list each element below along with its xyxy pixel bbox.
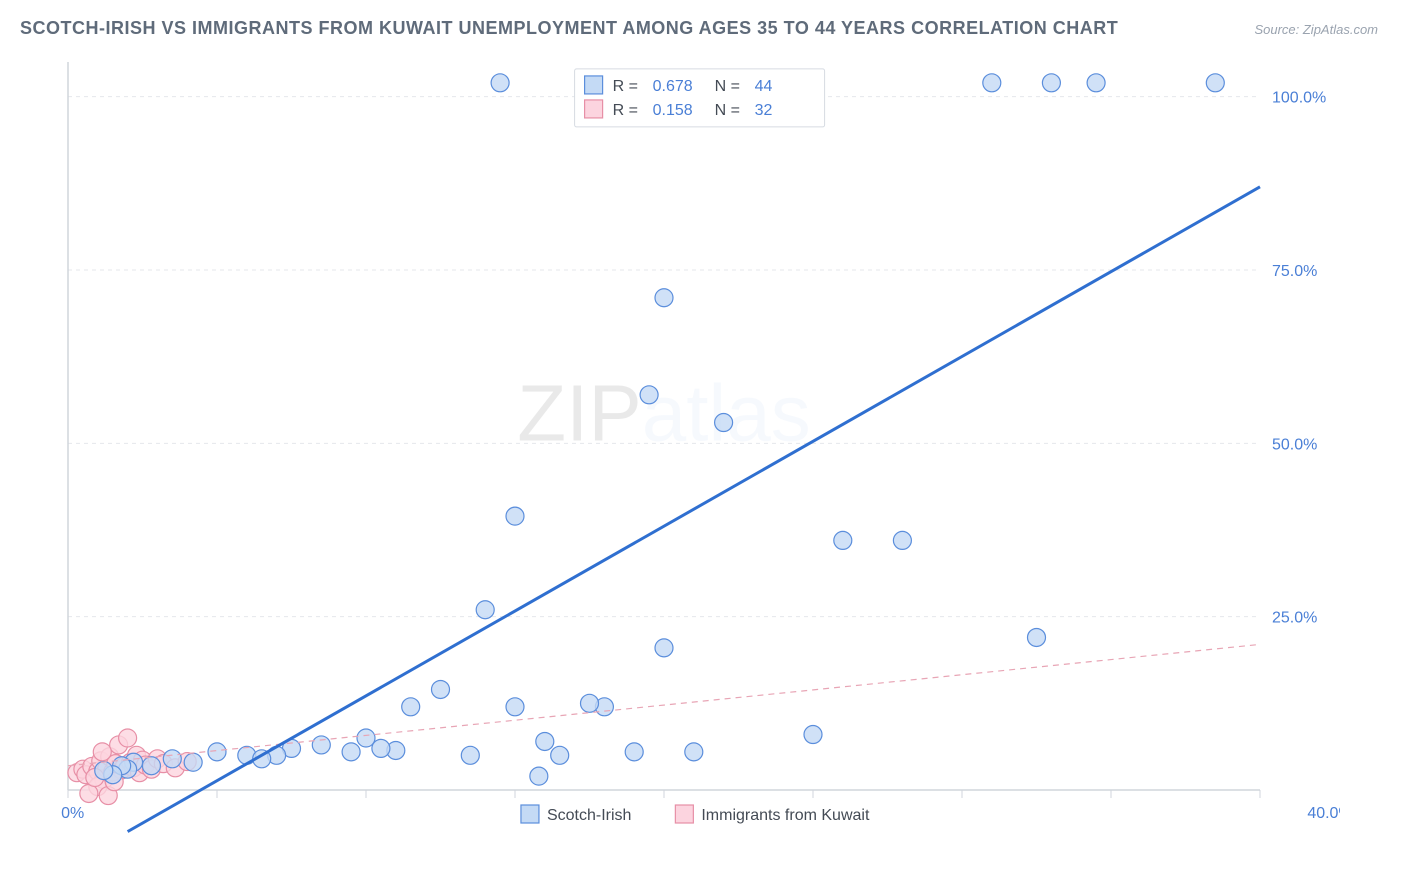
source-attribution: Source: ZipAtlas.com: [1254, 22, 1378, 37]
chart-container: SCOTCH-IRISH VS IMMIGRANTS FROM KUWAIT U…: [0, 0, 1406, 892]
legend-series-label: Scotch-Irish: [547, 807, 631, 824]
legend-series-label: Immigrants from Kuwait: [701, 807, 870, 824]
data-point: [983, 74, 1001, 92]
data-point: [402, 698, 420, 716]
y-tick-label: 100.0%: [1272, 90, 1326, 107]
data-point: [1087, 74, 1105, 92]
legend-n-label: N =: [715, 78, 740, 95]
data-point: [312, 736, 330, 754]
data-point: [491, 74, 509, 92]
x-tick-label: 0.0%: [60, 805, 84, 822]
legend-n-value: 32: [755, 102, 773, 119]
watermark: ZIPatlas: [517, 369, 810, 458]
data-point: [95, 762, 113, 780]
data-point: [506, 507, 524, 525]
data-point: [476, 601, 494, 619]
data-point: [432, 680, 450, 698]
data-point: [551, 746, 569, 764]
data-point: [536, 732, 554, 750]
legend-r-value: 0.678: [653, 78, 693, 95]
data-point: [1206, 74, 1224, 92]
data-point: [80, 784, 98, 802]
data-point: [640, 386, 658, 404]
legend-n-value: 44: [755, 78, 773, 95]
data-point: [342, 743, 360, 761]
data-point: [184, 753, 202, 771]
trend-line: [128, 187, 1260, 832]
legend-swatch: [585, 76, 603, 94]
data-point: [655, 639, 673, 657]
y-tick-label: 25.0%: [1272, 610, 1317, 627]
data-point: [119, 729, 137, 747]
data-point: [834, 531, 852, 549]
legend-swatch: [521, 805, 539, 823]
data-point: [581, 694, 599, 712]
x-tick-label: 40.0%: [1307, 805, 1340, 822]
data-point: [685, 743, 703, 761]
y-tick-label: 50.0%: [1272, 436, 1317, 453]
data-point: [461, 746, 479, 764]
legend-r-label: R =: [613, 102, 638, 119]
data-point: [1028, 628, 1046, 646]
plot-area: 25.0%50.0%75.0%100.0%0.0%40.0%Unemployme…: [60, 58, 1340, 848]
data-point: [93, 743, 111, 761]
data-point: [655, 289, 673, 307]
data-point: [804, 726, 822, 744]
y-tick-label: 75.0%: [1272, 263, 1317, 280]
data-point: [1042, 74, 1060, 92]
data-point: [142, 757, 160, 775]
legend-r-label: R =: [613, 78, 638, 95]
data-point: [625, 743, 643, 761]
legend-r-value: 0.158: [653, 102, 693, 119]
trend-line: [68, 644, 1260, 765]
legend-swatch: [675, 805, 693, 823]
chart-title: SCOTCH-IRISH VS IMMIGRANTS FROM KUWAIT U…: [20, 18, 1118, 39]
data-point: [208, 743, 226, 761]
data-point: [163, 750, 181, 768]
data-point: [893, 531, 911, 549]
data-point: [715, 414, 733, 432]
legend-swatch: [585, 100, 603, 118]
data-point: [506, 698, 524, 716]
legend-n-label: N =: [715, 102, 740, 119]
data-point: [372, 739, 390, 757]
scatter-plot-svg: 25.0%50.0%75.0%100.0%0.0%40.0%Unemployme…: [60, 58, 1340, 848]
data-point: [530, 767, 548, 785]
